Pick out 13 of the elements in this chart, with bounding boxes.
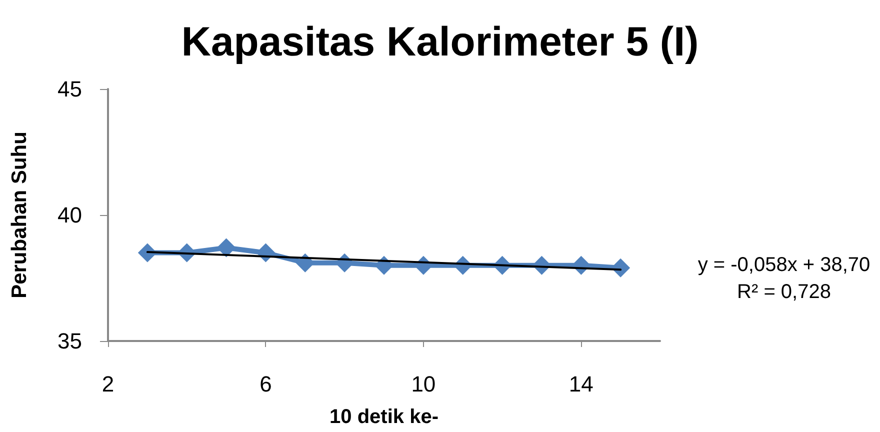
text: y = -0,058x + 38,70 bbox=[698, 254, 870, 276]
y-tick-label: 35 bbox=[58, 328, 82, 354]
x-axis-title: 10 detik ke- bbox=[330, 406, 438, 428]
text: R² = 0,728 bbox=[737, 281, 831, 303]
chart-title: Kapasitas Kalorimeter 5 (I) bbox=[181, 18, 699, 64]
x-tick-label: 14 bbox=[568, 372, 594, 396]
y-axis-title: Perubahan Suhu bbox=[8, 132, 31, 298]
point bbox=[216, 238, 236, 258]
y-tick-label: 40 bbox=[58, 202, 82, 228]
x-tick-label: 6 bbox=[260, 372, 272, 396]
y-tick-label: 45 bbox=[58, 76, 82, 102]
x-tick-label: 2 bbox=[102, 372, 114, 396]
x-tick-label: 10 bbox=[411, 372, 436, 396]
